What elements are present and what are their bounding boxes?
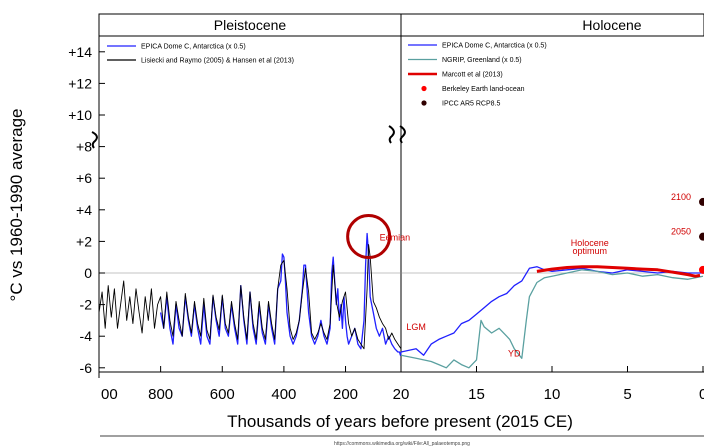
y-tick-label-10: -6 bbox=[80, 360, 93, 376]
holocene-header-title: Holocene bbox=[582, 17, 641, 33]
x-tick-label-0-5: 20 bbox=[393, 386, 410, 403]
series-line-1-2 bbox=[536, 265, 701, 278]
x-tick-label-0-4: 200 bbox=[333, 386, 358, 403]
y-tick-label-2: +10 bbox=[68, 107, 92, 123]
y-tick-label-9: -4 bbox=[80, 328, 93, 344]
legend-label-1-4: IPCC AR5 RCP8.5 bbox=[442, 101, 500, 108]
y-tick-label-8: -2 bbox=[80, 297, 93, 313]
holocene-header-box bbox=[400, 13, 704, 37]
series-line-1-0 bbox=[401, 266, 703, 356]
y-axis-ticks: +14 +12 +10 +8 +6 +4 +2 0 -2 -4 -6 bbox=[68, 44, 105, 376]
data-point-label-1: 2050 bbox=[671, 227, 691, 237]
legend-label-1-0: EPICA Dome C, Antarctica (x 0.5) bbox=[442, 43, 547, 50]
y-tick-label-1: +12 bbox=[68, 75, 92, 91]
y-tick-label-5: +4 bbox=[76, 202, 92, 218]
data-point-1 bbox=[699, 232, 704, 241]
axis-break-center bbox=[388, 125, 395, 144]
y-axis-label: °C vs 1960-1990 average bbox=[7, 109, 26, 302]
x-axis-ticks: 00 800 600 400 200 20 15 10 5 0 bbox=[98, 366, 704, 403]
series-layer bbox=[99, 232, 704, 369]
legend-swatch-1-4 bbox=[421, 100, 427, 106]
x-tick-label-1-2: 10 bbox=[544, 386, 561, 403]
data-point-0 bbox=[699, 265, 704, 274]
data-point-2 bbox=[699, 197, 704, 206]
x-tick-label-1-4: 0 bbox=[699, 386, 704, 403]
x-tick-label-1-1: 15 bbox=[468, 386, 485, 403]
x-tick-label-1-3: 5 bbox=[623, 386, 631, 403]
legend-swatch-1-3 bbox=[421, 85, 427, 92]
legend-label-0-1: Lisiecki and Raymo (2005) & Hansen et al… bbox=[141, 58, 294, 65]
eemian-highlight-circle bbox=[346, 214, 392, 259]
annotation-label-1-2: Holocene bbox=[571, 238, 609, 248]
annotation-label-0-0: Eemian bbox=[380, 233, 411, 243]
x-tick-label-0-0: 00 bbox=[101, 386, 118, 403]
axis-break-left bbox=[91, 131, 98, 149]
axis-break-marks bbox=[91, 125, 406, 149]
legend-label-1-2: Marcott et al (2013) bbox=[442, 72, 503, 79]
y-tick-label-4: +6 bbox=[76, 170, 92, 186]
series-line-1-1 bbox=[401, 269, 704, 369]
x-tick-label-0-2: 600 bbox=[210, 386, 235, 403]
points-layer: 2050 2100 bbox=[671, 192, 704, 274]
source-url: https://commons.wikimedia.org/wiki/File:… bbox=[334, 441, 470, 447]
axis-break-center-2 bbox=[399, 125, 406, 144]
data-point-label-2: 2100 bbox=[671, 192, 691, 202]
legend-layer: EPICA Dome C, Antarctica (x 0.5) Lisiecki… bbox=[107, 43, 547, 108]
legend-label-1-1: NGRIP, Greenland (x 0.5) bbox=[442, 57, 522, 64]
y-tick-label-3: +8 bbox=[76, 139, 92, 155]
pleistocene-header-title: Pleistocene bbox=[214, 17, 287, 33]
x-tick-label-0-3: 400 bbox=[271, 386, 296, 403]
annotation-label-1-1: YD bbox=[508, 349, 521, 359]
x-tick-label-0-1: 800 bbox=[148, 386, 173, 403]
y-tick-label-7: 0 bbox=[84, 265, 92, 281]
series-line-0-1 bbox=[99, 244, 402, 350]
x-axis-label: Thousands of years before present (2015 … bbox=[227, 412, 573, 431]
y-tick-label-0: +14 bbox=[68, 44, 92, 60]
annotation-label-1-3: optimum bbox=[572, 246, 607, 256]
panel-headers: Pleistocene Holocene bbox=[98, 13, 704, 37]
annotation-label-1-0: LGM bbox=[406, 322, 426, 332]
legend-label-0-0: EPICA Dome C, Antarctica (x 0.5) bbox=[141, 44, 246, 51]
y-tick-label-6: +2 bbox=[76, 233, 92, 249]
legend-label-1-3: Berkeley Earth land-ocean bbox=[442, 86, 525, 93]
